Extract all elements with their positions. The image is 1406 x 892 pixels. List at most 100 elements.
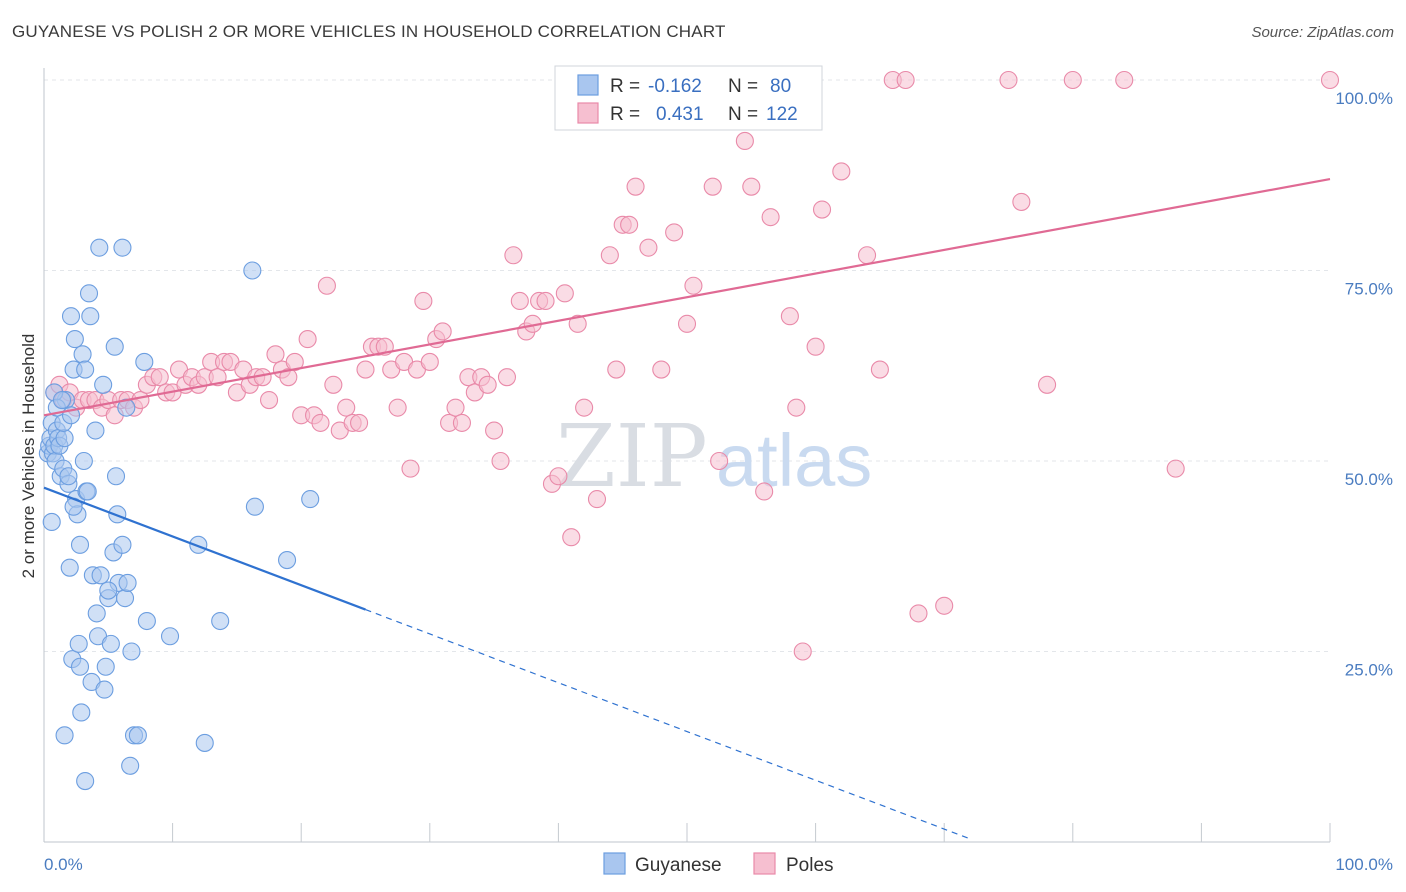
guyanese-point [211,611,230,631]
legend-r-value-poles: 0.431 [656,104,704,125]
guyanese-point [76,771,95,791]
watermark-atlas: atlas [716,419,872,502]
poles-point [279,368,298,387]
poles-point [433,322,452,341]
legend-n-value-poles: 122 [766,104,798,125]
poles-point [652,360,671,379]
guyanese-point [70,657,90,676]
guyanese-point [59,467,78,486]
poles-point [735,131,754,151]
poles-point [1063,70,1082,90]
poles-point [812,200,832,219]
guyanese-point [278,551,297,570]
guyanese-point [65,330,84,349]
watermark-zip: ZIP [556,407,708,507]
guyanese-points [38,238,320,791]
guyanese-point [113,535,132,554]
y-tick-label: 100.0% [1335,89,1393,108]
legend-n-label-guyanese: N = [728,76,758,97]
poles-point [311,413,330,432]
guyanese-point [101,634,120,653]
guyanese-point [61,307,81,326]
poles-point [401,459,420,478]
poles-point [780,307,799,326]
poles-point [832,162,851,181]
guyanese-point [55,429,74,448]
poles-point [478,375,497,394]
guyanese-point [94,375,113,394]
poles-point [150,368,169,387]
guyanese-point [81,307,100,326]
poles-point [452,413,472,432]
poles-point [755,482,774,501]
bottom-legend-label-poles: Poles [786,855,834,876]
poles-point [626,177,645,196]
poles-point [1115,70,1134,90]
poles-point [575,398,594,417]
poles-point [549,467,568,486]
guyanese-point [70,535,90,554]
poles-point [497,368,517,387]
poles-point [806,337,825,356]
guyanese-point [189,535,208,554]
guyanese-point [122,642,141,661]
guyanese-point [99,581,118,600]
poles-point [870,360,889,379]
guyanese-point [72,703,91,722]
poles-point [259,390,279,410]
guyanese-point [52,390,72,410]
guyanese-point [79,284,99,303]
poles-point [388,398,407,417]
x-ticks [172,823,1331,842]
guyanese-point [78,482,97,501]
poles-point [909,604,928,623]
guyanese-point [87,604,106,623]
guyanese-point [121,756,140,775]
poles-point [317,276,336,295]
guyanese-point [91,566,110,585]
poles-point [587,490,607,509]
poles-point [742,177,761,196]
guyanese-point [245,497,264,516]
guyanese-point [96,657,115,676]
poles-point [793,642,812,661]
poles-point [568,314,587,333]
bottom-legend-swatch-poles [753,852,776,875]
poles-point [324,375,343,394]
y-tick-labels: 25.0% 50.0% 75.0% 100.0% [1335,89,1393,680]
chart-source: Source: ZipAtlas.com [1251,24,1394,41]
poles-point [677,314,697,333]
poles-point [414,291,433,311]
guyanese-point [195,733,214,752]
poles-point [896,70,915,90]
poles-point [1166,459,1185,478]
poles-point [665,223,684,242]
poles-point [710,451,729,471]
x-tick-label-max: 100.0% [1335,855,1393,874]
guyanese-point [90,238,109,257]
guyanese-point [95,680,114,699]
poles-point [208,368,227,387]
guyanese-point [74,451,93,471]
legend-r-label-poles: R = [610,104,640,125]
poles-point [857,246,877,265]
guyanese-point [135,352,154,371]
poles-point [298,330,317,349]
poles-point [266,345,285,364]
guyanese-point [76,360,95,379]
poles-point [350,413,369,432]
poles-point [491,451,510,471]
poles-point [337,398,356,417]
legend-r-value-guyanese: -0.162 [648,76,702,97]
poles-point [1012,192,1031,211]
poles-point [1038,375,1057,394]
poles-point [536,291,555,311]
poles-trend-line [43,177,1331,417]
guyanese-point [137,611,156,631]
guyanese-point [105,337,124,356]
poles-point [607,360,626,379]
guyanese-point [55,726,74,745]
bottom-legend-swatch-guyanese [603,852,626,875]
poles-point [562,528,581,547]
